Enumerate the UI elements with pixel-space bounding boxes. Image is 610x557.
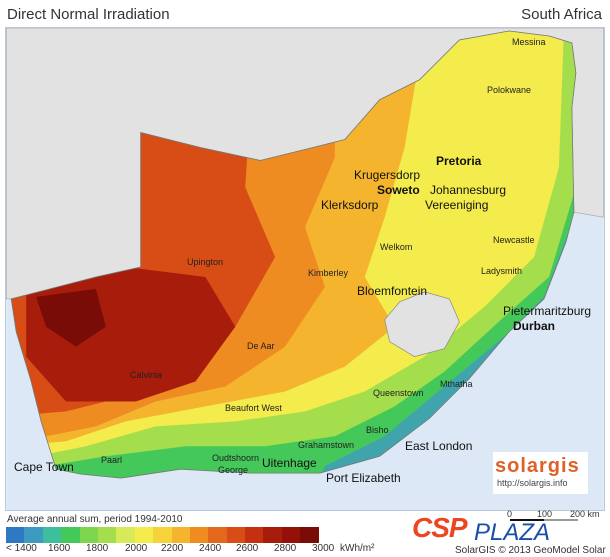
legend-swatch	[208, 527, 227, 543]
scale-label: 200 km	[570, 509, 600, 519]
legend-swatch	[226, 527, 246, 543]
legend-swatch	[300, 527, 319, 543]
legend-tick: < 1400	[6, 543, 37, 554]
legend-tick: 1600	[48, 543, 71, 554]
legend-unit: kWh/m²	[340, 543, 375, 554]
city-label: Beaufort West	[225, 403, 282, 413]
city-label: Soweto	[377, 183, 420, 197]
csp-logo: CSP	[412, 512, 468, 543]
legend-tick: 1800	[86, 543, 109, 554]
city-label: Newcastle	[493, 235, 535, 245]
city-label: Bisho	[366, 425, 389, 435]
city-label: Cape Town	[14, 460, 74, 474]
city-label: Vereeniging	[425, 198, 489, 212]
city-label: Bloemfontein	[357, 284, 428, 298]
city-label: Klerksdorp	[321, 198, 379, 212]
city-label: Upington	[187, 257, 224, 267]
city-label: Paarl	[101, 455, 123, 465]
legend-swatch	[24, 527, 43, 543]
legend-swatch	[245, 527, 264, 543]
city-label: Welkom	[380, 242, 413, 252]
city-label: Uitenhage	[262, 456, 317, 470]
city-label: Queenstown	[373, 388, 424, 398]
legend-tick: 2000	[125, 543, 148, 554]
city-label: Pietermaritzburg	[503, 304, 592, 318]
legend-tick: 2800	[274, 543, 297, 554]
legend-swatch	[97, 527, 117, 543]
scale-label: 100	[537, 509, 553, 519]
legend-title: Average annual sum, period 1994-2010	[7, 514, 183, 525]
city-label: Calvinia	[130, 370, 163, 380]
legend-tick: 2600	[236, 543, 259, 554]
irradiation-map	[5, 27, 605, 511]
legend-swatch	[171, 527, 190, 543]
legend-swatch	[153, 527, 172, 543]
city-label: Pretoria	[436, 154, 482, 168]
solargis-logo: solargis http://solargis.info	[493, 452, 588, 494]
city-label: Port Elizabeth	[326, 471, 401, 485]
legend-tick: 2400	[199, 543, 222, 554]
legend-swatch	[61, 527, 80, 543]
city-label: Messina	[512, 37, 546, 47]
legend-swatch	[6, 527, 25, 543]
legend-swatch	[189, 527, 209, 543]
scale-bar	[510, 519, 578, 521]
legend-colorbar	[6, 527, 319, 543]
legend-tick: 3000	[312, 543, 335, 554]
legend-swatch	[79, 527, 98, 543]
city-label: Johannesburg	[430, 183, 507, 197]
copyright: SolarGIS © 2013 GeoModel Solar	[455, 545, 606, 556]
city-label: George	[218, 465, 249, 475]
map-title: Direct Normal Irradiation	[7, 6, 170, 23]
solargis-url: http://solargis.info	[497, 478, 568, 488]
plaza-logo: PLAZA	[474, 519, 551, 546]
city-label: Krugersdorp	[354, 168, 421, 182]
legend-swatch	[42, 527, 62, 543]
lesotho	[384, 291, 460, 358]
legend-swatch	[263, 527, 282, 543]
legend-swatch	[281, 527, 301, 543]
legend-tick: 2200	[161, 543, 184, 554]
city-label: Durban	[513, 319, 555, 333]
city-label: Kimberley	[308, 268, 349, 278]
region-title: South Africa	[521, 6, 602, 23]
city-label: De Aar	[247, 341, 275, 351]
city-label: Mthatha	[440, 379, 473, 389]
city-label: Ladysmith	[481, 266, 523, 276]
solargis-wordmark: solargis	[495, 455, 580, 477]
legend-swatch	[134, 527, 154, 543]
legend-swatch	[116, 527, 135, 543]
country-border	[10, 30, 577, 479]
city-label: Oudtshoorn	[212, 453, 260, 463]
city-label: East London	[405, 439, 473, 453]
scale-label: 0	[507, 509, 513, 519]
city-label: Grahamstown	[298, 440, 355, 450]
city-label: Polokwane	[487, 85, 532, 95]
